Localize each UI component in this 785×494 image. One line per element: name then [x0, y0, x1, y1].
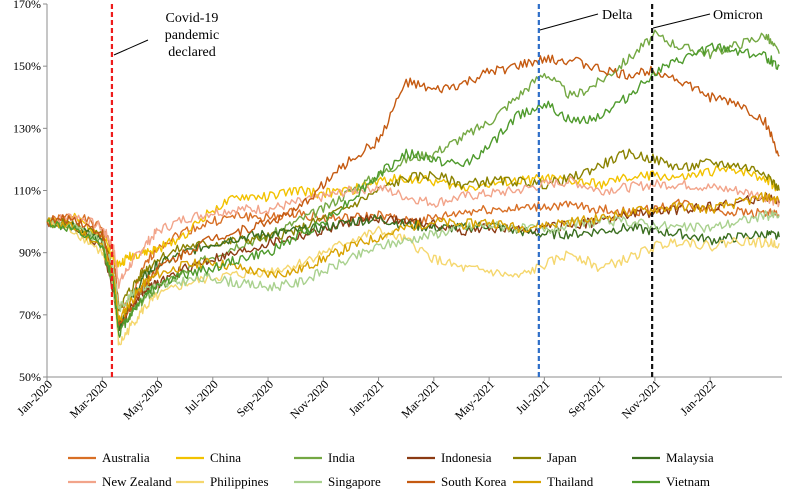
x-axis: Jan-2020 Mar-2020 May-2020 Jul-2020 Sep-2020… — [14, 376, 782, 422]
y-tick-label: 130% — [13, 121, 41, 135]
series-line-japan — [46, 148, 780, 312]
y-tick-label: 170% — [13, 0, 41, 11]
event-pointer-covid — [113, 39, 149, 56]
series-line-vietnam — [46, 42, 780, 338]
legend-label-indonesia: Indonesia — [441, 450, 492, 465]
series-line-new-zealand — [46, 175, 780, 289]
x-tick-label: May-2020 — [120, 377, 165, 422]
legend-label-china: China — [210, 450, 241, 465]
x-tick-label: May-2021 — [452, 377, 497, 422]
legend-label-philippines: Philippines — [210, 474, 269, 489]
y-tick-label: 150% — [13, 59, 41, 73]
x-tick-label: Mar-2021 — [398, 377, 442, 421]
legend: Australia China India Indonesia Japan Malaysi… — [68, 450, 714, 489]
x-tick-label: Sep-2020 — [234, 377, 276, 419]
event-markers: Covid-19 pandemic declared Delta Omicron — [110, 4, 763, 377]
y-axis: 50% 70% 90% 110% 130% 150% 170% — [13, 0, 48, 384]
series-line-india — [46, 29, 780, 330]
x-tick-label: Jul-2020 — [181, 377, 221, 417]
legend-label-malaysia: Malaysia — [666, 450, 714, 465]
x-tick-label: Jan-2021 — [346, 377, 387, 418]
event-label-covid-line: Covid-19 — [166, 11, 219, 26]
series-line-china — [46, 164, 780, 268]
series-lines — [46, 29, 780, 346]
x-tick-label: Nov-2020 — [287, 377, 331, 421]
legend-label-south-korea: South Korea — [441, 474, 507, 489]
event-pointer-omicron — [653, 13, 711, 29]
legend-label-japan: Japan — [547, 450, 577, 465]
y-tick-label: 70% — [19, 308, 41, 322]
event-label-delta: Delta — [602, 8, 633, 23]
series-line-philippines — [46, 218, 780, 346]
y-tick-label: 50% — [19, 370, 41, 384]
y-tick-label: 110% — [13, 184, 41, 198]
x-tick-label: Jul-2021 — [513, 377, 553, 417]
legend-label-new-zealand: New Zealand — [102, 474, 172, 489]
event-label-covid-line: pandemic — [165, 28, 219, 43]
x-tick-label: Nov-2021 — [619, 377, 663, 421]
legend-label-vietnam: Vietnam — [666, 474, 710, 489]
legend-label-singapore: Singapore — [328, 474, 381, 489]
event-label-covid-line: declared — [168, 45, 215, 60]
series-line-thailand — [46, 191, 780, 322]
legend-label-india: India — [328, 450, 355, 465]
x-tick-label: Mar-2020 — [67, 377, 111, 421]
x-tick-label: Jan-2022 — [677, 377, 718, 418]
event-pointer-delta — [539, 13, 599, 31]
event-label-omicron: Omicron — [713, 8, 763, 23]
x-tick-label: Sep-2021 — [565, 377, 607, 419]
series-line-australia — [46, 198, 780, 309]
legend-label-australia: Australia — [102, 450, 150, 465]
y-tick-label: 90% — [19, 246, 41, 260]
legend-label-thailand: Thailand — [547, 474, 594, 489]
